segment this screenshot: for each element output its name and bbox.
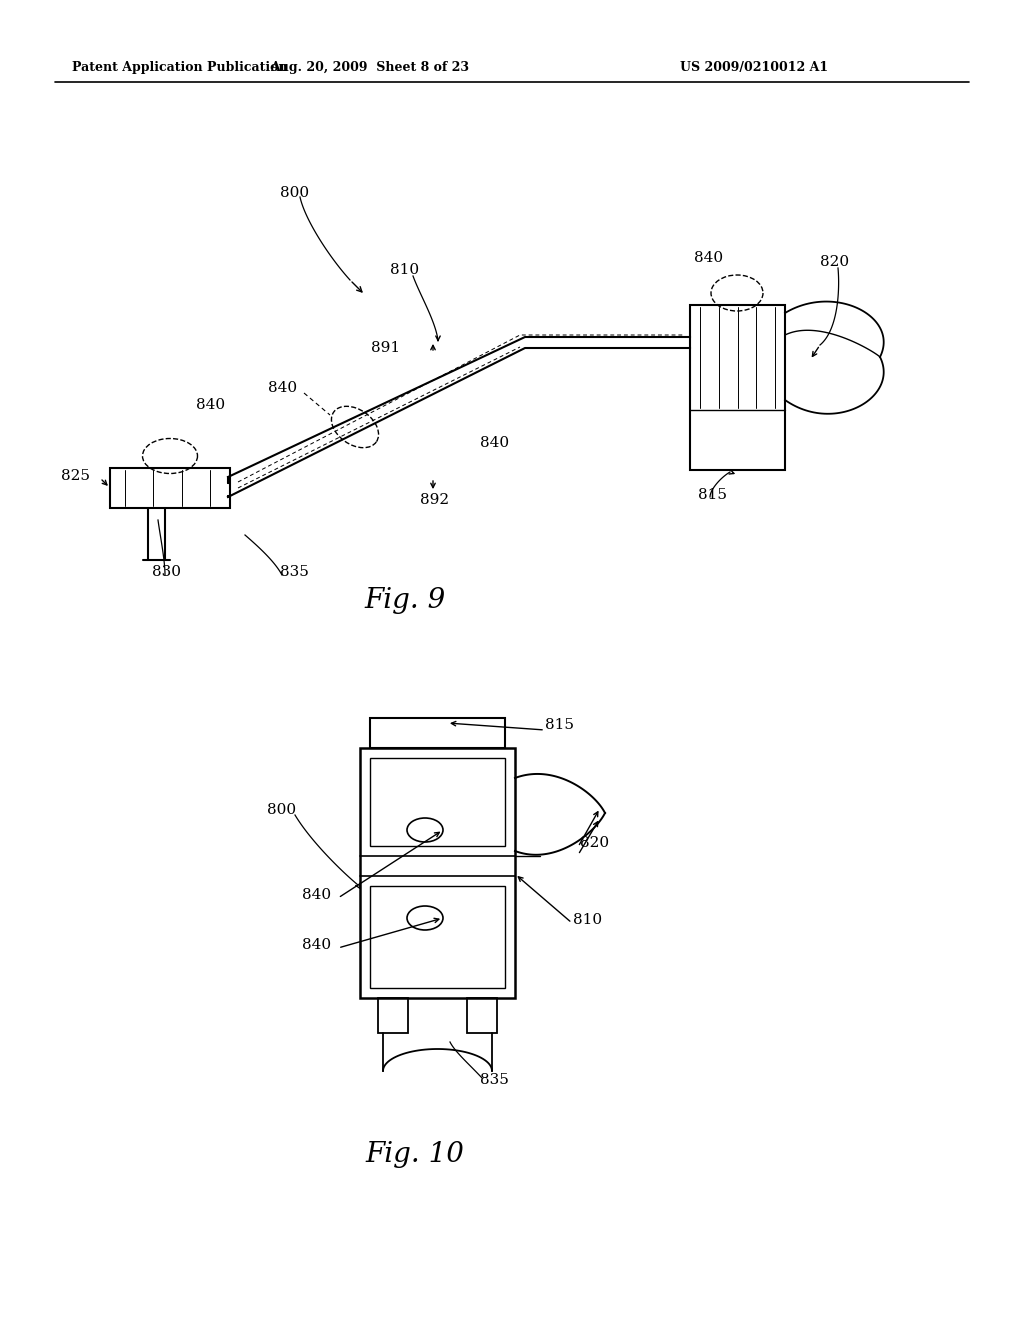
Text: 800: 800 — [267, 803, 296, 817]
Text: 840: 840 — [268, 381, 297, 395]
Text: 815: 815 — [545, 718, 574, 733]
Text: Fig. 9: Fig. 9 — [365, 586, 445, 614]
Text: 891: 891 — [371, 341, 400, 355]
Text: 810: 810 — [390, 263, 419, 277]
Text: 840: 840 — [480, 436, 509, 450]
Text: 810: 810 — [573, 913, 602, 927]
Text: Patent Application Publication: Patent Application Publication — [72, 62, 288, 74]
Text: 815: 815 — [698, 488, 727, 502]
Text: 800: 800 — [280, 186, 309, 201]
Text: 840: 840 — [196, 399, 225, 412]
Text: 840: 840 — [694, 251, 723, 265]
Text: 825: 825 — [61, 469, 90, 483]
Text: 835: 835 — [280, 565, 309, 579]
Text: 892: 892 — [420, 492, 450, 507]
Text: 840: 840 — [302, 888, 331, 902]
Text: 835: 835 — [480, 1073, 509, 1086]
Text: Fig. 10: Fig. 10 — [366, 1142, 465, 1168]
Text: 830: 830 — [152, 565, 181, 579]
Text: 820: 820 — [820, 255, 849, 269]
Text: 840: 840 — [302, 939, 331, 952]
Text: Aug. 20, 2009  Sheet 8 of 23: Aug. 20, 2009 Sheet 8 of 23 — [270, 62, 469, 74]
Text: 820: 820 — [580, 836, 609, 850]
Text: US 2009/0210012 A1: US 2009/0210012 A1 — [680, 62, 828, 74]
